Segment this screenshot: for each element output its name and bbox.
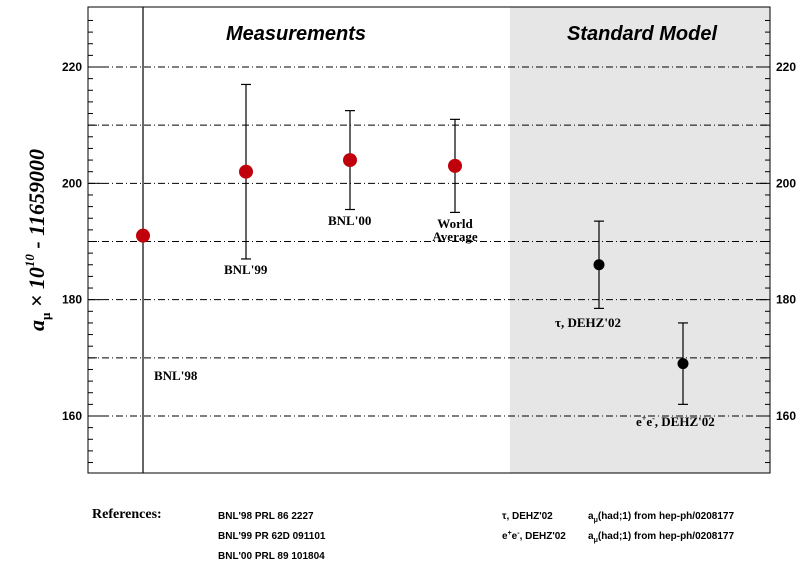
y-tick-label-left-200: 200 — [62, 176, 82, 190]
label-ee-e2: e — [646, 414, 652, 429]
label-bnl99: BNL'99 — [224, 262, 268, 277]
label-ee-rest: , DEHZ'02 — [655, 414, 715, 429]
y-tick-label-left-220: 220 — [62, 60, 82, 74]
references: References: BNL'98 PRL 86 2227 BNL'99 PR… — [92, 507, 734, 562]
reference-tau-desc: aμ(had;1) from hep-ph/0208177 — [588, 511, 734, 524]
marker-bnl-00 — [343, 153, 357, 168]
point-labels: BNL'98 BNL'99 BNL'00 World Average τ, DE… — [154, 213, 715, 429]
reference-tau-key: τ, DEHZ'02 — [502, 511, 553, 522]
marker-e-e-dehz-02 — [677, 358, 689, 370]
reference-ee-desc: aμ(had;1) from hep-ph/0208177 — [588, 531, 734, 544]
reference-ee-s2: - — [517, 530, 520, 537]
y-axis-title-a: a — [24, 320, 49, 331]
label-ee-e1: e — [636, 414, 642, 429]
reference-ee-text: (had;1) from hep-ph/0208177 — [598, 531, 735, 542]
reference-tau-sub: μ — [594, 517, 598, 524]
plot-frame — [87, 6, 771, 474]
reference-ee-e1: e — [502, 531, 508, 542]
section-label-measurements: Measurements — [226, 23, 366, 45]
marker-bnl-99 — [239, 164, 253, 179]
y-tick-label-left-160: 160 — [62, 409, 82, 423]
reference-bnl00: BNL'00 PRL 89 101804 — [218, 551, 325, 562]
reference-ee-key: e+e-, DEHZ'02 — [502, 530, 566, 542]
label-ee-s2: - — [652, 414, 655, 423]
gridlines — [88, 66, 770, 417]
reference-ee-a: a — [588, 531, 594, 542]
reference-tau-text: (had;1) from hep-ph/0208177 — [598, 511, 735, 522]
data-points — [136, 7, 689, 473]
label-bnl00: BNL'00 — [328, 213, 371, 228]
y-tick-label-right-220: 220 — [776, 60, 796, 74]
label-ee-s1: + — [642, 414, 647, 423]
section-label-standard-model: Standard Model — [567, 23, 717, 45]
y-axis-title-offset: - 11659000 — [24, 149, 49, 254]
reference-bnl99: BNL'99 PR 62D 091101 — [218, 531, 326, 542]
label-ee-dehz02: e+e-, DEHZ'02 — [636, 414, 715, 429]
reference-tau-a: a — [588, 511, 594, 522]
reference-bnl98: BNL'98 PRL 86 2227 — [218, 511, 314, 522]
references-heading: References: — [92, 507, 162, 522]
standard-model-region — [510, 7, 770, 473]
marker-bnl-98 — [136, 228, 150, 243]
y-tick-label-left-180: 180 — [62, 293, 82, 307]
label-bnl98: BNL'98 — [154, 368, 198, 383]
y-tick-label-right-200: 200 — [776, 176, 796, 190]
y-axis-title-sub: μ — [38, 312, 53, 320]
label-tau-dehz02: τ, DEHZ'02 — [555, 315, 621, 330]
label-world-line2: Average — [432, 229, 477, 244]
y-axis-title-times: × 10 — [24, 267, 49, 313]
reference-ee-rest: , DEHZ'02 — [520, 531, 567, 542]
marker-world-average — [448, 158, 462, 173]
label-world-line1: World — [437, 216, 473, 231]
y-tick-label-right-180: 180 — [776, 293, 796, 307]
y-axis-title-sup: 10 — [22, 254, 37, 268]
y-tick-label-right-160: 160 — [776, 409, 796, 423]
marker-dehz-02 — [593, 259, 605, 271]
reference-ee-e2: e — [512, 531, 518, 542]
y-axis-title: aμ × 1010 - 11659000 — [22, 149, 53, 331]
reference-ee-sub: μ — [594, 537, 598, 544]
axis-ticks: 160 160 180 180 200 200 220 220 — [62, 19, 796, 464]
reference-ee-s1: + — [508, 530, 512, 537]
